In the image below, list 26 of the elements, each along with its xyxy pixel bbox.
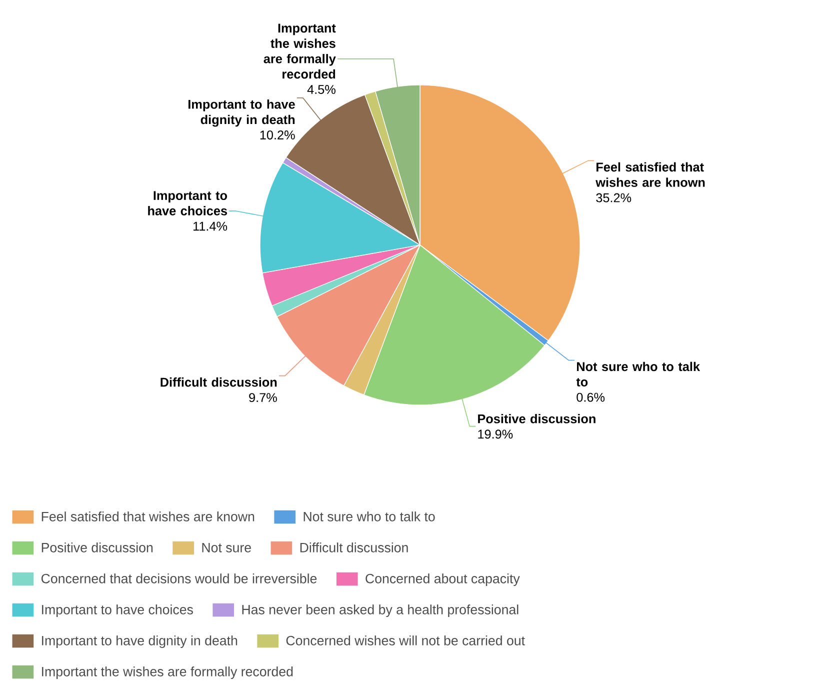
slice-label: Positive discussion bbox=[478, 414, 596, 424]
legend-label: Important the wishes are formally recorded bbox=[42, 666, 293, 679]
slice-label: Important to have dignity in death bbox=[188, 99, 295, 127]
legend-label: Has never been asked by a health professional bbox=[242, 604, 518, 617]
slice-label: Important the wishes are formally recorded bbox=[264, 24, 336, 79]
data-label: 19.9% bbox=[478, 430, 513, 439]
data-label: 35.2% bbox=[596, 193, 632, 202]
data-label: 0.6% bbox=[576, 392, 605, 402]
legend-label: Concerned about capacity bbox=[366, 574, 520, 586]
data-label: 9.7% bbox=[249, 393, 277, 402]
legend-label: Concerned wishes will not be carried out bbox=[286, 636, 525, 646]
legend-label: Important to have dignity in death bbox=[42, 636, 238, 648]
legend-label: Not sure bbox=[202, 543, 251, 552]
data-label: 11.4% bbox=[194, 222, 228, 231]
slice-label: Difficult discussion bbox=[160, 377, 277, 387]
data-label: 4.5% bbox=[307, 85, 336, 94]
data-label: 10.2% bbox=[260, 130, 295, 140]
legend-label: Important to have choices bbox=[42, 604, 193, 617]
slice-label: Feel satisfied that wishes are known bbox=[596, 162, 705, 187]
legend-label: Concerned that decisions would be irreversible bbox=[41, 574, 317, 584]
legend-label: Feel satisfied that wishes are known bbox=[42, 512, 254, 522]
legend-label: Positive discussion bbox=[42, 542, 153, 552]
legend-label: Difficult discussion bbox=[300, 542, 408, 552]
legend-label: Not sure who to talk to bbox=[304, 512, 435, 522]
slice-label: Important to have choices bbox=[148, 191, 228, 216]
slice-label: Not sure who to talk to bbox=[576, 362, 700, 386]
